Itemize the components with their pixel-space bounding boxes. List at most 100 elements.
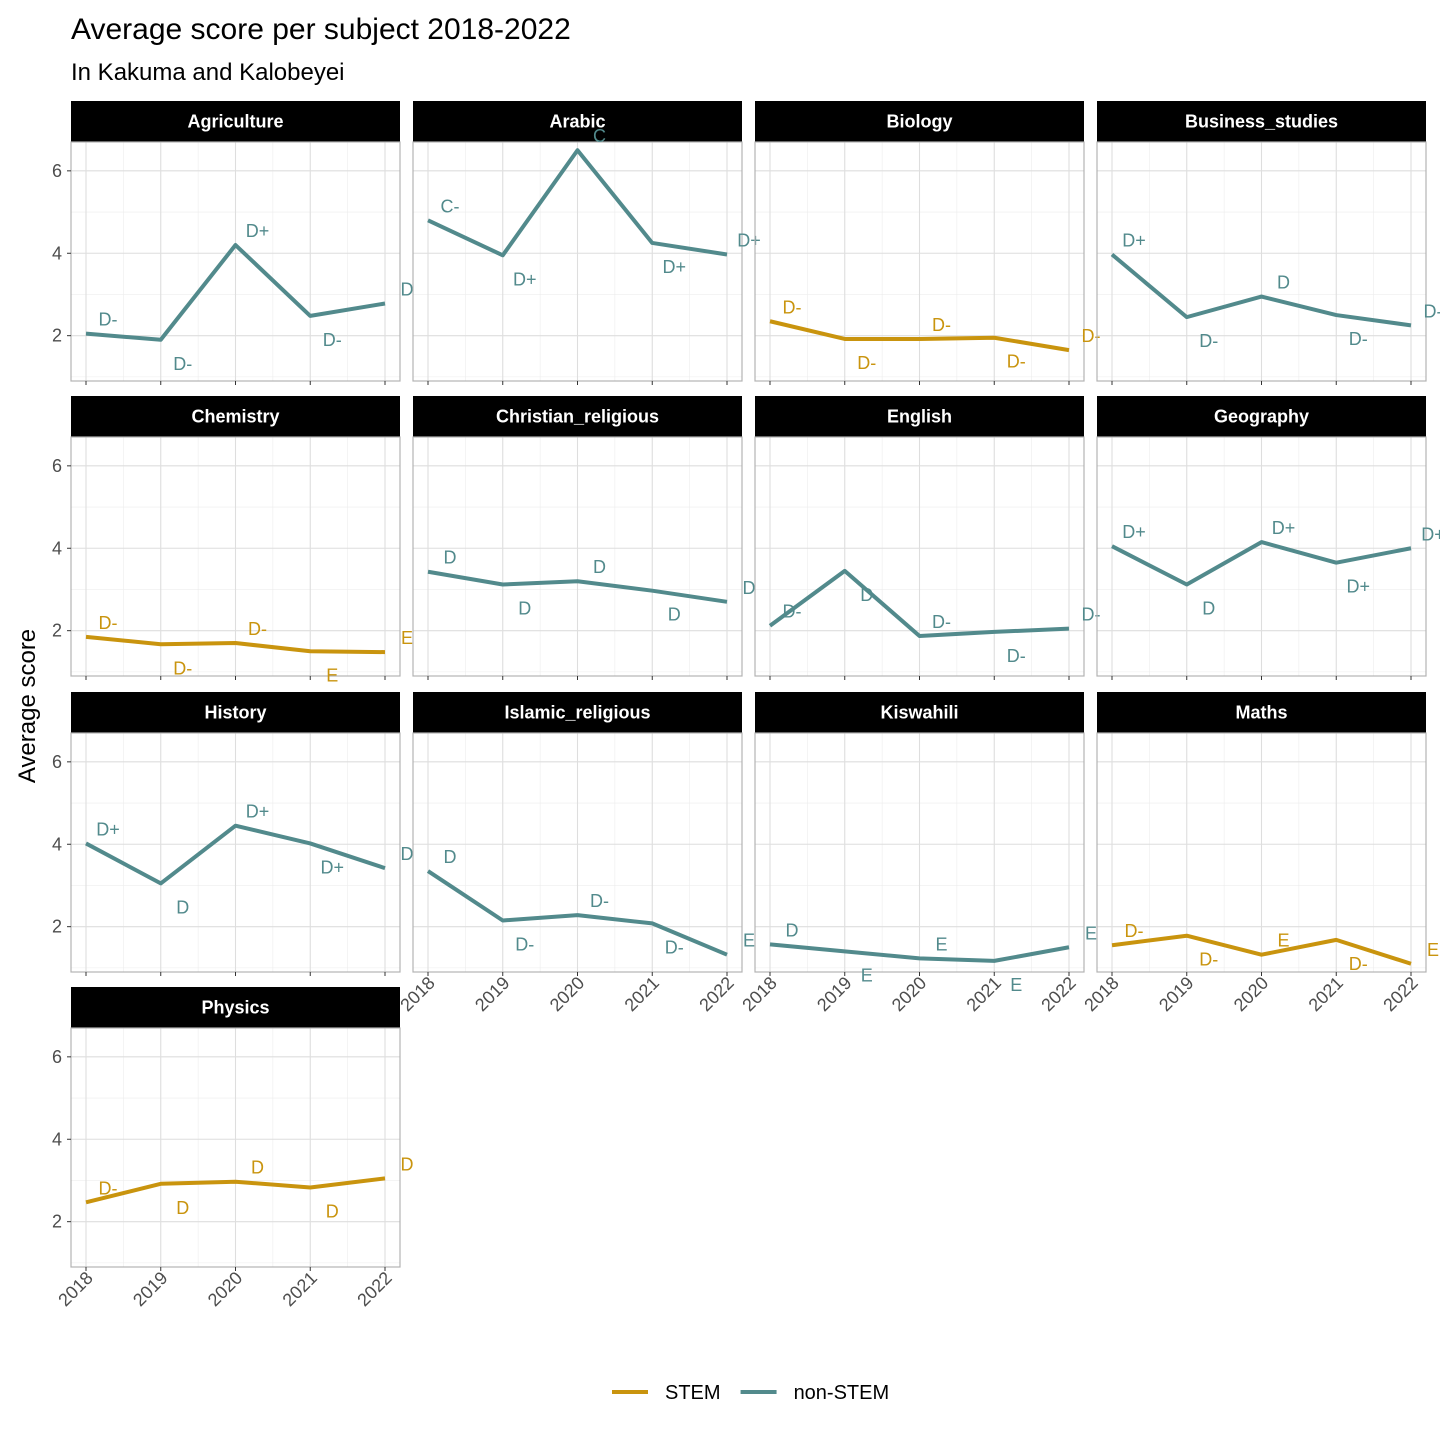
legend-item-stem: STEM xyxy=(612,1382,721,1404)
series-line xyxy=(427,148,728,258)
facet-panels: Agriculture246D-D-D+D-DArabicC-D+CD+D+Bi… xyxy=(52,101,1440,1310)
y-tick-label: 2 xyxy=(52,326,62,346)
x-tick-label: 2020 xyxy=(546,973,588,1015)
x-tick-label: 2020 xyxy=(1230,973,1272,1015)
facet-strip xyxy=(71,396,400,437)
facet-strip xyxy=(755,692,1084,733)
x-tick-label: 2022 xyxy=(1037,973,1079,1015)
grade-label: D- xyxy=(323,330,342,350)
grade-label: D xyxy=(401,280,414,300)
grade-label: E xyxy=(1010,975,1022,995)
legend-label: STEM xyxy=(665,1382,721,1404)
facet-strip-label: Kiswahili xyxy=(880,703,958,723)
grade-label: D- xyxy=(173,658,192,678)
grade-label: D xyxy=(251,1158,264,1178)
series-line xyxy=(1111,933,1412,966)
facet-strip xyxy=(413,101,742,142)
facet-strip-label: Biology xyxy=(887,112,953,132)
grade-label: E xyxy=(861,965,873,985)
series-line xyxy=(427,569,728,604)
x-tick-label: 2020 xyxy=(204,1268,246,1310)
x-tick-label: 2022 xyxy=(695,973,737,1015)
facet-strip xyxy=(71,987,400,1028)
grade-label: D+ xyxy=(737,230,761,250)
facet-business-studies: Business_studies D+ D- D D- D- xyxy=(1096,101,1440,385)
x-tick-label: 2021 xyxy=(279,1268,321,1310)
facet-strip-label: Chemistry xyxy=(191,407,279,427)
facet-strip xyxy=(1097,101,1426,142)
y-tick-label: 4 xyxy=(52,538,62,558)
grade-label: D- xyxy=(1082,326,1101,346)
facet-strip xyxy=(413,692,742,733)
grade-label: D- xyxy=(1007,352,1026,372)
grade-label: D- xyxy=(665,937,684,957)
y-tick-label: 4 xyxy=(52,834,62,854)
x-tick-label: 2018 xyxy=(54,1268,96,1310)
grade-label: D+ xyxy=(246,221,270,241)
grade-label: D xyxy=(860,585,873,605)
grade-label: E xyxy=(326,665,338,685)
series-line xyxy=(85,634,386,655)
facet-islamic-religious: Islamic_religious 2018 2019 2020 2021 2022 D D-… xyxy=(396,692,755,1015)
grade-label: D- xyxy=(1349,954,1368,974)
grade-label: D+ xyxy=(246,802,270,822)
y-tick-label: 2 xyxy=(52,1212,62,1232)
series-line xyxy=(85,243,386,342)
facet-arabic: Arabic C- D+ C D+ D+ xyxy=(412,101,761,385)
grade-label: D+ xyxy=(662,257,686,277)
series-line xyxy=(1111,540,1412,587)
y-tick-label: 6 xyxy=(52,752,62,772)
facet-maths: Maths 2018 2019 2020 2021 2022 D- D- E D- E xyxy=(1080,692,1439,1015)
y-tick-label: 6 xyxy=(52,1047,62,1067)
x-tick-label: 2019 xyxy=(129,1268,171,1310)
facet-strip xyxy=(413,396,742,437)
facet-biology: Biology D- D- D- D- D- xyxy=(754,101,1101,385)
y-tick-label: 2 xyxy=(52,917,62,937)
grade-label: D xyxy=(668,605,681,625)
grade-label: D xyxy=(444,847,457,867)
facet-strip-label: Business_studies xyxy=(1185,112,1338,132)
grade-label: D+ xyxy=(1272,518,1296,538)
grade-label: E xyxy=(935,934,947,954)
grade-label: C xyxy=(593,126,606,146)
y-axis-label: Average score xyxy=(14,629,41,783)
series-line xyxy=(1110,252,1412,328)
x-tick-label: 2018 xyxy=(1080,973,1122,1015)
grade-label: E xyxy=(1427,940,1439,960)
series-line xyxy=(769,319,1070,353)
facet-english: English D- D D- D- D- xyxy=(754,396,1101,680)
facet-strip-label: History xyxy=(204,703,266,723)
grade-label: D- xyxy=(590,891,609,911)
grade-label: D+ xyxy=(96,819,120,839)
facet-strip xyxy=(71,101,400,142)
legend-item-non-stem: non-STEM xyxy=(740,1382,889,1404)
x-tick-label: 2021 xyxy=(963,973,1005,1015)
y-tick-label: 4 xyxy=(52,243,62,263)
grade-label: E xyxy=(401,628,413,648)
grade-label: E xyxy=(743,931,755,951)
grade-label: E xyxy=(1085,923,1097,943)
grade-label: D+ xyxy=(513,269,537,289)
facet-kiswahili: Kiswahili 2018 2019 2020 2021 2022 D E E E E xyxy=(738,692,1097,1015)
grade-label: C- xyxy=(441,196,460,216)
grade-label: D- xyxy=(1007,646,1026,666)
facet-strip-label: Physics xyxy=(201,998,269,1018)
y-tick-label: 6 xyxy=(52,456,62,476)
facet-strip-label: Christian_religious xyxy=(496,407,659,427)
facet-strip xyxy=(71,692,400,733)
grade-label: D- xyxy=(99,613,118,633)
grade-label: D- xyxy=(783,602,802,622)
facet-chemistry: Chemistry 2 4 6 D- D- D- E E xyxy=(52,396,413,685)
grade-label: D xyxy=(743,578,756,598)
grade-label: D+ xyxy=(1421,524,1440,544)
grade-label: D- xyxy=(99,1178,118,1198)
grade-label: D- xyxy=(932,612,951,632)
facet-physics: Physics 2 4 6 2018 2019 2020 2021 2022 D- D D D D xyxy=(52,987,414,1310)
grade-label: D xyxy=(444,548,457,568)
facet-strip-label: English xyxy=(887,407,952,427)
y-tick-label: 6 xyxy=(52,161,62,181)
grade-label: D xyxy=(176,1198,189,1218)
grade-label: D- xyxy=(1125,921,1144,941)
y-tick-label: 2 xyxy=(52,621,62,641)
